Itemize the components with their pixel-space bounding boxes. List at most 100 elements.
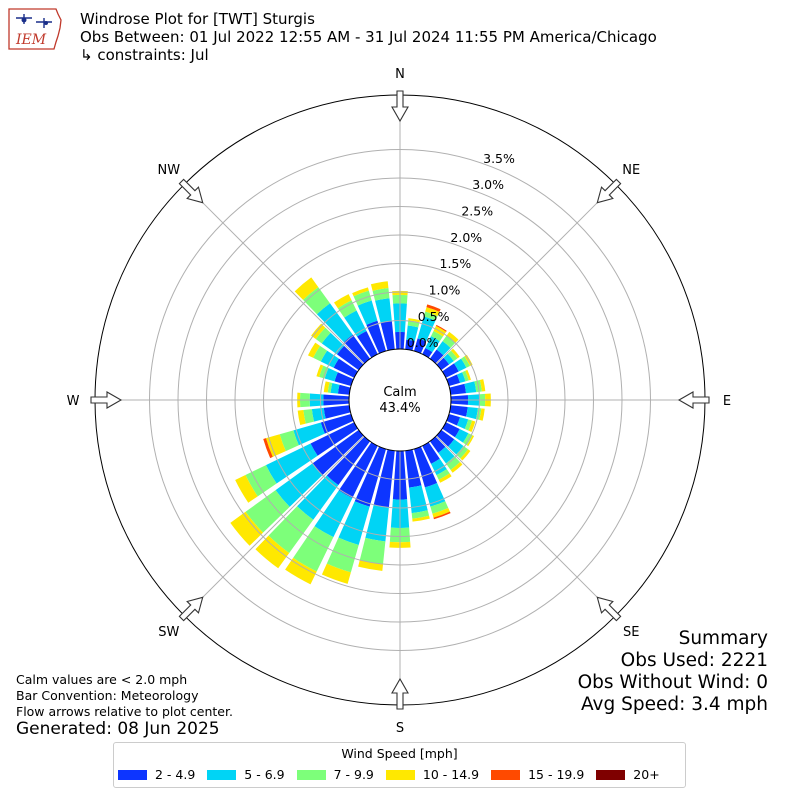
wind-bar-segment xyxy=(417,316,436,342)
grid-spoke xyxy=(435,183,617,365)
flow-arrow-icon xyxy=(178,178,204,204)
legend-item: 5 - 6.9 xyxy=(207,767,285,782)
wind-bar-segment xyxy=(412,515,430,522)
wind-bar-segment xyxy=(311,407,326,422)
wind-bar-segment xyxy=(310,422,358,456)
legend-label: 2 - 4.9 xyxy=(155,767,196,782)
wind-bar-segment xyxy=(442,335,456,348)
grid-spoke xyxy=(183,183,365,365)
wind-bar-segment xyxy=(432,507,450,518)
wind-bar-segment xyxy=(263,438,273,459)
wind-bar-segment xyxy=(460,449,471,461)
wind-bar-segment xyxy=(442,422,460,438)
wind-bar-segment xyxy=(311,323,326,340)
wind-bar-segment xyxy=(435,324,447,332)
title-line-2: Obs Between: 01 Jul 2022 12:55 AM - 31 J… xyxy=(80,28,657,46)
wind-bar-segment xyxy=(268,506,314,554)
wind-bar-segment xyxy=(456,445,469,459)
wind-bar-segment xyxy=(446,413,461,426)
wind-bar-segment xyxy=(436,341,451,356)
wind-bar-segment xyxy=(465,369,471,381)
summary-box: Summary Obs Used: 2221 Obs Without Wind:… xyxy=(578,628,768,716)
wind-bar-segment xyxy=(436,469,450,480)
wind-bar-segment xyxy=(297,409,306,426)
direction-label: N xyxy=(395,67,405,82)
wind-bar-segment xyxy=(409,485,428,514)
wind-bar-segment xyxy=(464,419,473,431)
wind-bar-segment xyxy=(330,382,340,394)
wind-bar-segment xyxy=(450,348,460,359)
wind-bar-segment xyxy=(436,429,455,447)
wind-bar-segment xyxy=(337,384,351,395)
flow-arrow-icon xyxy=(391,677,409,710)
wind-bar-segment xyxy=(265,443,318,484)
direction-label: S xyxy=(396,721,404,736)
wind-bar-segment xyxy=(375,298,392,323)
summary-obs-without-wind: Obs Without Wind: 0 xyxy=(577,672,768,693)
wind-bar-segment xyxy=(327,382,333,393)
logo-text: IEM xyxy=(15,32,47,48)
wind-bar-segment xyxy=(425,336,440,353)
wind-bar-segment xyxy=(462,433,473,446)
radial-tick-label: 0.0% xyxy=(407,335,439,350)
wind-bar-segment xyxy=(336,345,364,371)
wind-bar-segment xyxy=(466,407,478,420)
note-flow-arrows: Flow arrows relative to plot center. xyxy=(16,704,233,719)
wind-bar-segment xyxy=(334,294,352,309)
wind-bar-segment xyxy=(479,379,486,392)
wind-bar-segment xyxy=(479,408,485,421)
wind-bar-segment xyxy=(373,449,395,508)
wind-bar-segment xyxy=(408,318,421,323)
iem-logo: IEM xyxy=(8,8,62,50)
wind-bar-segment xyxy=(313,345,328,362)
wind-bar-segment xyxy=(449,383,467,395)
wind-bar-segment xyxy=(321,563,351,584)
radial-tick-label: 1.5% xyxy=(440,256,472,271)
calm-value: 43.4% xyxy=(379,401,420,416)
direction-label: E xyxy=(723,394,731,409)
wind-bar-segment xyxy=(446,374,461,387)
wind-bar-segment xyxy=(454,428,469,443)
wind-bar-segment xyxy=(303,287,330,315)
wind-bar-segment xyxy=(358,560,384,571)
flow-arrow-icon xyxy=(178,596,204,622)
legend-swatch xyxy=(207,769,237,780)
legend-item: 2 - 4.9 xyxy=(118,767,195,782)
legend-title: Wind Speed [mph] xyxy=(341,746,458,761)
wind-bar-segment xyxy=(405,339,415,351)
wind-bar-segment xyxy=(456,417,469,429)
wind-bar-segment xyxy=(461,356,470,368)
wind-bar-segment xyxy=(464,381,477,394)
note-bar-convention: Bar Convention: Meteorology xyxy=(16,688,199,703)
wind-bar-segment xyxy=(323,381,330,393)
radial-tick-labels: 0.0% 0.5% 1.0% 1.5% 2.0% 2.5% 3.0% 3.5% xyxy=(407,151,515,350)
wind-bar-segment xyxy=(406,325,419,342)
wind-bar-segment xyxy=(275,463,323,507)
radial-tick-label: 0.5% xyxy=(418,309,450,324)
summary-avg-speed: Avg Speed: 3.4 mph xyxy=(580,694,768,715)
wind-bar-segment xyxy=(454,358,467,372)
title-line-3: ↳ constraints: Jul xyxy=(80,46,209,64)
wind-bar-segment xyxy=(462,370,469,382)
wind-bar-segment xyxy=(433,511,451,520)
legend-item: 10 - 14.9 xyxy=(385,767,479,782)
wind-bar-segment xyxy=(285,557,317,585)
grid-spoke xyxy=(183,435,365,617)
wind-bar-segment xyxy=(365,504,389,542)
direction-label: NE xyxy=(622,163,640,178)
flow-arrows xyxy=(90,90,710,710)
wind-bar-segment xyxy=(413,338,427,354)
wind-bar-segment xyxy=(293,422,325,446)
legend-item: 7 - 9.9 xyxy=(296,767,374,782)
wind-bar-segment xyxy=(422,442,440,464)
wind-bar-segment xyxy=(449,405,468,417)
wind-bar-segment xyxy=(344,310,367,337)
legend-swatch xyxy=(296,769,326,780)
wind-bar-segment xyxy=(230,511,264,546)
wind-bar-segment xyxy=(442,363,459,378)
wind-bar-segment xyxy=(334,372,354,387)
direction-labels: N NE E SE S SW W NW xyxy=(67,67,732,736)
wind-bar-segment xyxy=(312,429,364,476)
flow-arrow-icon xyxy=(677,391,710,409)
